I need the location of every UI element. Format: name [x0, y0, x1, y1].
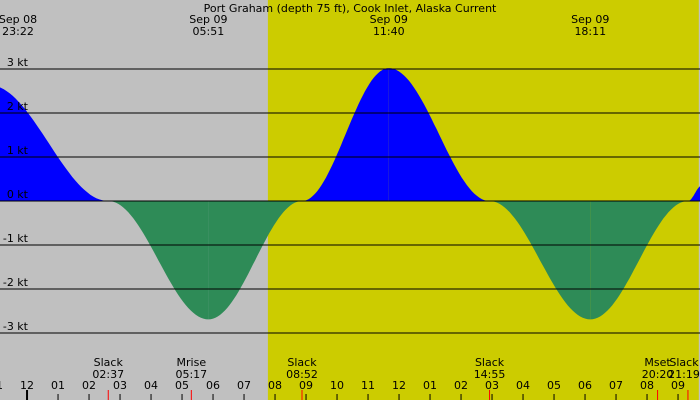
hour-tick-label: 11 [361, 379, 375, 392]
hour-tick-label: 11 [0, 379, 3, 392]
hour-tick-label: 09 [671, 379, 685, 392]
hour-tick-label: 05 [175, 379, 189, 392]
hour-tick-label: 07 [609, 379, 623, 392]
hour-tick-label: 04 [144, 379, 158, 392]
hour-tick-label: 02 [82, 379, 96, 392]
top-date-label: Sep 09 [370, 13, 408, 26]
event-time-label: 14:55 [474, 368, 506, 381]
hour-tick-label: 07 [237, 379, 251, 392]
event-time-label: 21:19 [668, 368, 700, 381]
ebb-current-area [590, 201, 688, 320]
hour-tick-label: 05 [547, 379, 561, 392]
hour-tick-label: 08 [268, 379, 282, 392]
event-name-label: Mrise [177, 356, 207, 369]
hour-tick-label: 12 [392, 379, 406, 392]
hour-tick-label: 08 [640, 379, 654, 392]
event-name-label: Slack [475, 356, 505, 369]
top-time-label: 18:11 [574, 25, 606, 38]
hour-tick-label: 09 [299, 379, 313, 392]
event-name-label: Slack [94, 356, 124, 369]
y-tick-label: 2 kt [7, 100, 29, 113]
event-name-label: Slack [287, 356, 317, 369]
hour-tick-label: 06 [206, 379, 220, 392]
top-date-label: Sep 09 [189, 13, 227, 26]
flood-current-area [0, 87, 109, 201]
hour-tick-label: 01 [423, 379, 437, 392]
hour-tick-label: 01 [51, 379, 65, 392]
top-date-label: Sep 08 [0, 13, 37, 26]
flood-current-area [388, 68, 490, 201]
y-tick-label: -1 kt [3, 232, 29, 245]
event-time-label: 20:20 [642, 368, 674, 381]
hour-tick-label: 02 [454, 379, 468, 392]
event-time-label: 02:37 [92, 368, 124, 381]
event-name-label: Mset [644, 356, 671, 369]
hour-tick-label: 12 [20, 379, 34, 392]
hour-tick-label: 03 [485, 379, 499, 392]
y-tick-label: -3 kt [3, 320, 29, 333]
top-date-label: Sep 09 [571, 13, 609, 26]
hour-tick-label: 10 [330, 379, 344, 392]
ebb-current-area [208, 201, 302, 320]
chart-title: Port Graham (depth 75 ft), Cook Inlet, A… [204, 2, 497, 15]
top-time-label: 05:51 [193, 25, 225, 38]
event-time-label: 05:17 [175, 368, 207, 381]
event-time-label: 08:52 [286, 368, 318, 381]
y-tick-label: -2 kt [3, 276, 29, 289]
event-name-label: Slack [669, 356, 699, 369]
y-tick-label: 0 kt [7, 188, 29, 201]
ebb-current-area [489, 201, 591, 320]
top-time-label: 11:40 [373, 25, 405, 38]
hour-tick-label: 04 [516, 379, 530, 392]
top-time-label: 23:22 [2, 25, 34, 38]
y-tick-label: 3 kt [7, 56, 29, 69]
hour-tick-label: 03 [113, 379, 127, 392]
hour-tick-label: 06 [578, 379, 592, 392]
ebb-current-area [108, 201, 209, 320]
y-tick-label: 1 kt [7, 144, 29, 157]
flood-current-area [302, 68, 389, 201]
flood-current-area [687, 186, 700, 201]
